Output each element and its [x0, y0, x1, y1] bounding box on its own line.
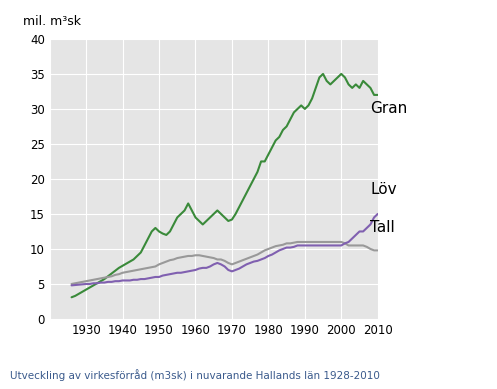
- Text: Löv: Löv: [370, 182, 397, 197]
- Text: mil. m³sk: mil. m³sk: [23, 15, 82, 28]
- Text: Gran: Gran: [370, 102, 408, 116]
- Text: Utveckling av virkesförråd (m3sk) i nuvarande Hallands län 1928-2010: Utveckling av virkesförråd (m3sk) i nuva…: [10, 369, 380, 381]
- Text: Tall: Tall: [370, 221, 395, 235]
